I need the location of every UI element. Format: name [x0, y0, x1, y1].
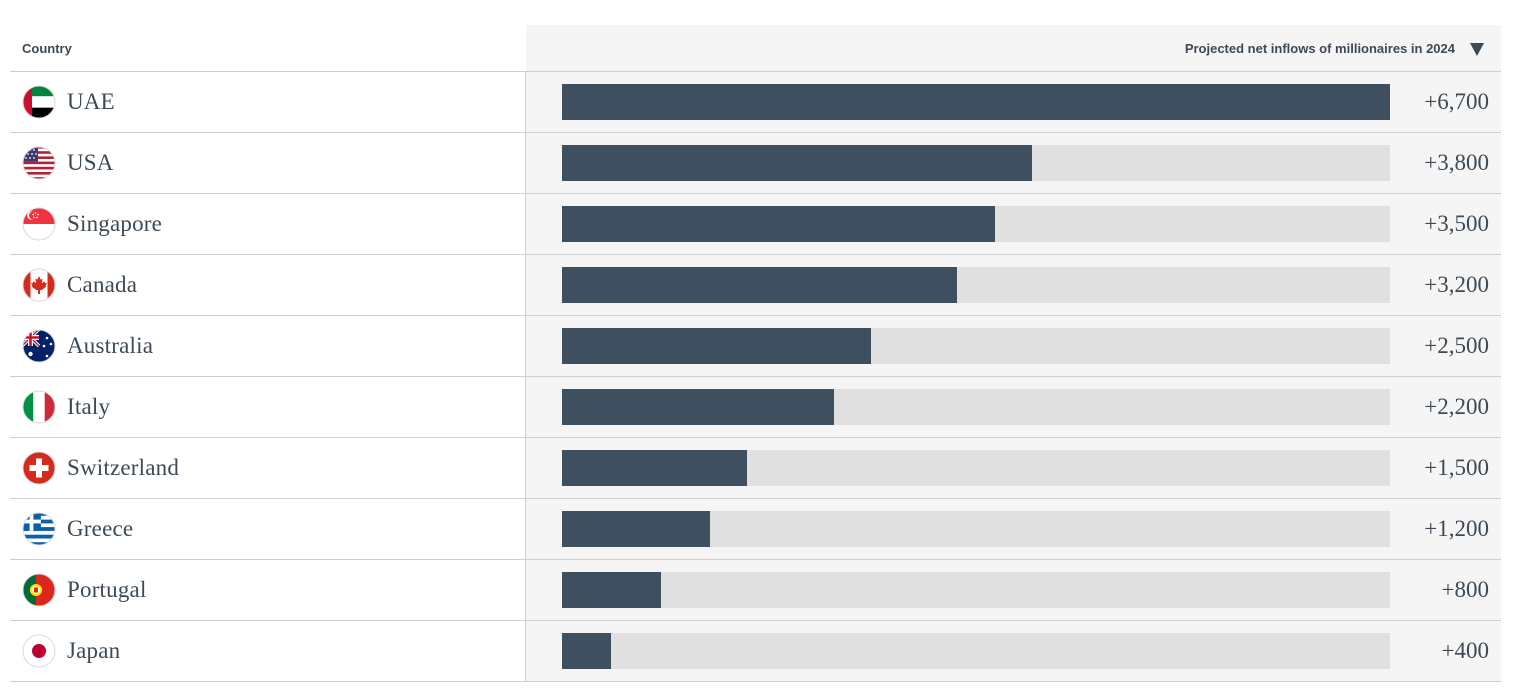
country-cell: Singapore — [10, 194, 526, 254]
value-cell: +6,700 — [526, 72, 1501, 132]
caret-down-icon[interactable] — [1470, 43, 1484, 56]
canada-flag-icon — [22, 268, 56, 302]
bar-track — [562, 633, 1390, 669]
country-name: UAE — [67, 89, 115, 114]
value-cell: +400 — [526, 621, 1501, 681]
bar-track — [562, 145, 1390, 181]
country-cell: Switzerland — [10, 438, 526, 498]
table-row: UAE +6,700 — [10, 71, 1501, 132]
value-column-header[interactable]: Projected net inflows of millionaires in… — [526, 25, 1501, 71]
table-row: Italy +2,200 — [10, 376, 1501, 437]
table-row: Singapore +3,500 — [10, 193, 1501, 254]
bar-track — [562, 511, 1390, 547]
data-label: +1,500 — [1424, 455, 1489, 480]
portugal-flag-icon — [22, 573, 56, 607]
country-name: USA — [67, 150, 114, 175]
bar-track — [562, 328, 1390, 364]
australia-flag-icon — [22, 329, 56, 363]
japan-flag-icon — [22, 634, 56, 668]
table-header: Country Projected net inflows of million… — [10, 25, 1501, 71]
value-column-header-label: Projected net inflows of millionaires in… — [1184, 40, 1455, 56]
country-name: Greece — [67, 516, 134, 541]
country-cell: USA — [10, 133, 526, 193]
bar — [562, 84, 1390, 120]
data-label: +400 — [1441, 638, 1489, 663]
value-cell: +3,500 — [526, 194, 1501, 254]
value-cell: +800 — [526, 560, 1501, 620]
uae-flag-icon — [22, 85, 56, 119]
singapore-flag-icon — [22, 207, 56, 241]
value-cell: +2,500 — [526, 316, 1501, 376]
country-name: Australia — [67, 333, 154, 358]
country-cell: Greece — [10, 499, 526, 559]
value-cell: +3,800 — [526, 133, 1501, 193]
value-cell: +3,200 — [526, 255, 1501, 315]
bar-track — [562, 450, 1390, 486]
bar — [562, 572, 661, 608]
millionaire-inflows-table: Country Projected net inflows of million… — [10, 25, 1501, 682]
data-label: +3,500 — [1424, 211, 1489, 236]
table-row: Australia +2,500 — [10, 315, 1501, 376]
bar — [562, 206, 995, 242]
bar — [562, 450, 748, 486]
table-row: Canada +3,200 — [10, 254, 1501, 315]
country-column-header[interactable]: Country — [22, 40, 72, 56]
country-cell: UAE — [10, 72, 526, 132]
table-row: USA +3,800 — [10, 132, 1501, 193]
value-cell: +2,200 — [526, 377, 1501, 437]
bar — [562, 145, 1032, 181]
country-cell: Japan — [10, 621, 526, 681]
data-label: +1,200 — [1424, 516, 1489, 541]
data-label: +2,200 — [1424, 394, 1489, 419]
bar-track — [562, 267, 1390, 303]
data-label: +6,700 — [1424, 89, 1489, 114]
bar-track — [562, 572, 1390, 608]
switzerland-flag-icon — [22, 451, 56, 485]
bar-track — [562, 84, 1390, 120]
bar-track — [562, 389, 1390, 425]
bar — [562, 633, 612, 669]
table-row: Switzerland +1,500 — [10, 437, 1501, 498]
bar-track — [562, 206, 1390, 242]
bar — [562, 267, 958, 303]
value-cell: +1,500 — [526, 438, 1501, 498]
country-name: Portugal — [67, 577, 147, 602]
data-label: +3,800 — [1424, 150, 1489, 175]
country-cell: Canada — [10, 255, 526, 315]
bar — [562, 389, 834, 425]
country-name: Canada — [67, 272, 138, 297]
italy-flag-icon — [22, 390, 56, 424]
bar — [562, 511, 711, 547]
country-name: Switzerland — [67, 455, 180, 480]
greece-flag-icon — [22, 512, 56, 546]
bar — [562, 328, 871, 364]
country-name: Singapore — [67, 211, 163, 236]
table-row: Portugal +800 — [10, 559, 1501, 620]
data-label: +3,200 — [1424, 272, 1489, 297]
country-name: Italy — [67, 394, 111, 419]
country-name: Japan — [67, 638, 121, 663]
value-cell: +1,200 — [526, 499, 1501, 559]
usa-flag-icon — [22, 146, 56, 180]
data-label: +800 — [1441, 577, 1489, 602]
table-row: Greece +1,200 — [10, 498, 1501, 559]
data-label: +2,500 — [1424, 333, 1489, 358]
country-cell: Australia — [10, 316, 526, 376]
country-cell: Portugal — [10, 560, 526, 620]
table-row: Japan +400 — [10, 620, 1501, 682]
country-cell: Italy — [10, 377, 526, 437]
